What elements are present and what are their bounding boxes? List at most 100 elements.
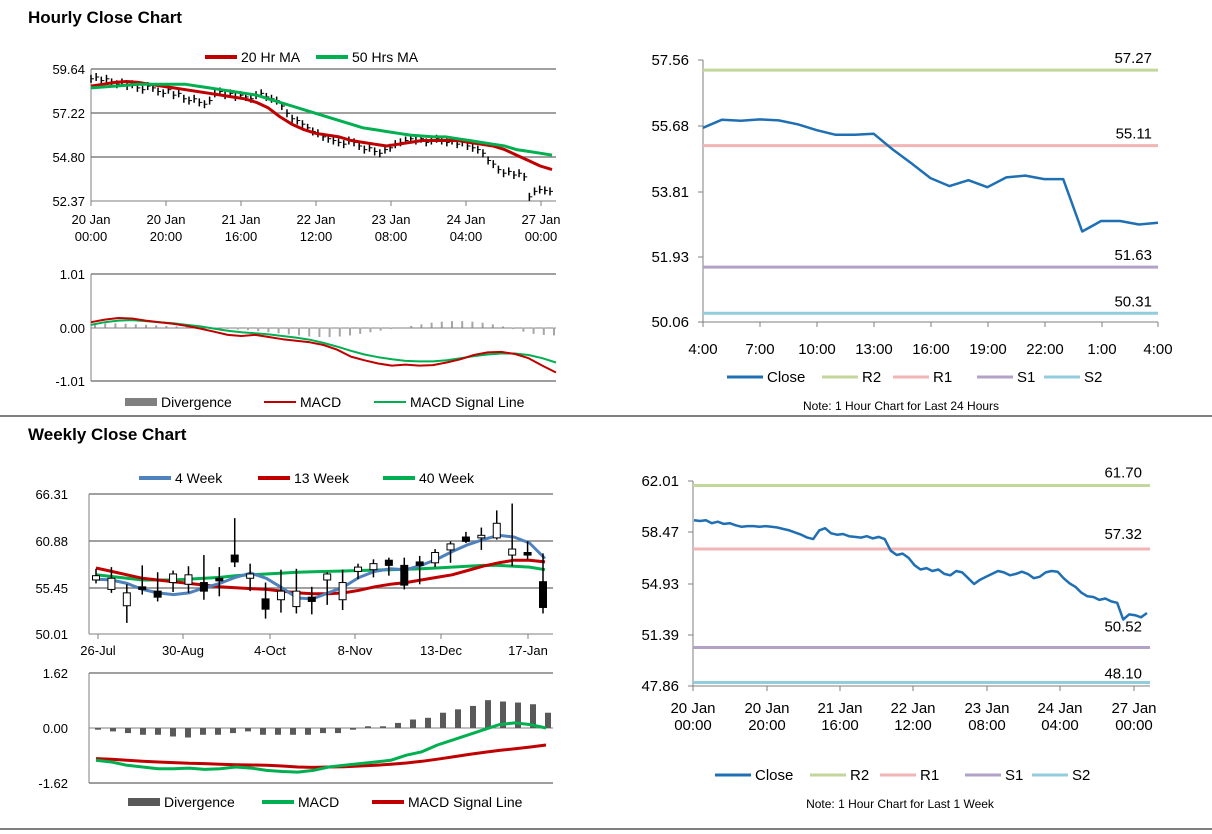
legend-20hr-label: 20 Hr MA bbox=[241, 49, 301, 65]
y-tick-label: 60.88 bbox=[35, 534, 68, 549]
x-tick-label: 13-Dec bbox=[420, 643, 462, 658]
divergence-bar bbox=[425, 717, 431, 728]
x-tick-label: 16:00 bbox=[912, 341, 950, 358]
x-tick-label: 22 Jan 12:00 bbox=[296, 212, 335, 244]
candle-body bbox=[539, 581, 547, 608]
tick-label-line: 20 Jan bbox=[670, 700, 715, 717]
legend-s1-label: S1 bbox=[1017, 369, 1035, 386]
x-tick-label: 27 Jan 00:00 bbox=[1111, 700, 1156, 734]
level-r2-label: 61.70 bbox=[1104, 464, 1142, 481]
legend-r2-label: R2 bbox=[862, 369, 881, 386]
x-tick-label: 13:00 bbox=[855, 341, 893, 358]
divergence-bar bbox=[515, 702, 521, 728]
divergence-bar bbox=[545, 712, 551, 728]
candle-body bbox=[446, 543, 455, 551]
candle-body bbox=[477, 534, 486, 539]
tick-label-line: 08:00 bbox=[968, 717, 1006, 734]
level-s1-label: 50.52 bbox=[1104, 618, 1142, 635]
x-tick-label: 26-Jul bbox=[80, 643, 116, 658]
y-tick-label: 57.22 bbox=[52, 106, 85, 121]
divergence-bar bbox=[350, 728, 356, 730]
x-tick-label: 20 Jan 20:00 bbox=[744, 700, 789, 734]
candle-body bbox=[261, 598, 270, 610]
y-tick-label: 51.39 bbox=[641, 627, 679, 644]
candle-body bbox=[323, 573, 332, 581]
candle-body bbox=[384, 559, 393, 566]
candle-body bbox=[122, 592, 131, 607]
divergence-bar bbox=[215, 728, 221, 735]
tick-label-line: 20:00 bbox=[150, 229, 183, 244]
level-s2-label: 50.31 bbox=[1114, 293, 1152, 310]
candle-body bbox=[199, 582, 208, 592]
candle-body bbox=[354, 566, 363, 572]
level-s2-label: 48.10 bbox=[1104, 666, 1142, 683]
candle-body bbox=[230, 554, 239, 563]
tick-label-line: 23 Jan bbox=[964, 700, 1009, 717]
macd-line bbox=[90, 317, 557, 374]
tick-label-line: 00:00 bbox=[75, 229, 108, 244]
divergence-bar bbox=[245, 728, 251, 732]
tick-label-line: 21 Jan bbox=[221, 212, 260, 227]
candle-body bbox=[138, 586, 147, 590]
x-tick-label: 17-Jan bbox=[508, 643, 548, 658]
y-tick-label: 50.06 bbox=[651, 314, 689, 331]
candle-body bbox=[184, 574, 193, 585]
y-tick-label: -1.62 bbox=[38, 776, 68, 791]
section-divider bbox=[0, 415, 1212, 417]
candle-body bbox=[292, 590, 301, 608]
macd-signal-line bbox=[95, 743, 547, 769]
y-tick-label: 57.56 bbox=[651, 52, 689, 69]
macd-signal-line bbox=[90, 319, 557, 364]
divergence-bar bbox=[500, 701, 506, 728]
ma-50hr-line bbox=[90, 82, 553, 157]
candle-body bbox=[492, 522, 501, 539]
tick-label-line: 12:00 bbox=[894, 717, 932, 734]
divergence-bar bbox=[260, 728, 266, 735]
candle-body bbox=[508, 548, 517, 556]
tick-label-line: 16:00 bbox=[821, 717, 859, 734]
tick-label-line: 08:00 bbox=[375, 229, 408, 244]
tick-label-line: 16:00 bbox=[225, 229, 258, 244]
y-tick-label: 55.68 bbox=[651, 118, 689, 135]
candle-body bbox=[169, 573, 178, 584]
divergence-bar bbox=[200, 728, 206, 735]
tick-label-line: 20 Jan bbox=[71, 212, 110, 227]
y-tick-label: 55.45 bbox=[35, 581, 68, 596]
divergence-bar bbox=[155, 728, 161, 735]
x-tick-label: 21 Jan 16:00 bbox=[221, 212, 260, 244]
legend-s1-label: S1 bbox=[1005, 767, 1023, 784]
divergence-bar bbox=[410, 719, 416, 728]
y-tick-label: 52.37 bbox=[52, 194, 85, 209]
level-r1-label: 57.32 bbox=[1104, 526, 1142, 543]
divergence-bar bbox=[530, 704, 536, 728]
x-tick-label: 1:00 bbox=[1087, 341, 1116, 358]
y-tick-label: 54.93 bbox=[641, 576, 679, 593]
divergence-bar bbox=[125, 728, 131, 734]
candle-body bbox=[215, 577, 224, 582]
legend-50hr-label: 50 Hrs MA bbox=[352, 49, 419, 65]
legend-4wk-label: 4 Week bbox=[175, 470, 223, 486]
legend-divergence-swatch bbox=[128, 798, 160, 806]
candle-body bbox=[369, 563, 378, 571]
divergence-bar bbox=[395, 722, 401, 728]
divergence-bar bbox=[455, 709, 461, 728]
divergence-bar bbox=[290, 728, 296, 735]
legend-close-label: Close bbox=[755, 767, 793, 784]
tick-label-line: 20:00 bbox=[748, 717, 786, 734]
tick-label-line: 04:00 bbox=[1041, 717, 1079, 734]
y-tick-label: 53.81 bbox=[651, 184, 689, 201]
divergence-bar bbox=[320, 728, 326, 734]
tick-label-line: 12:00 bbox=[300, 229, 333, 244]
y-tick-label: 50.01 bbox=[35, 627, 68, 642]
candle-body bbox=[92, 575, 100, 581]
tick-label-line: 27 Jan bbox=[521, 212, 560, 227]
tick-label-line: 04:00 bbox=[450, 229, 483, 244]
candle-body bbox=[307, 596, 316, 602]
tick-label-line: 20 Jan bbox=[146, 212, 185, 227]
divergence-bar bbox=[335, 728, 341, 734]
y-tick-label: 1.62 bbox=[43, 666, 68, 681]
legend-divergence-label: Divergence bbox=[164, 794, 235, 810]
divergence-bar bbox=[170, 728, 176, 737]
tick-label-line: 24 Jan bbox=[446, 212, 485, 227]
